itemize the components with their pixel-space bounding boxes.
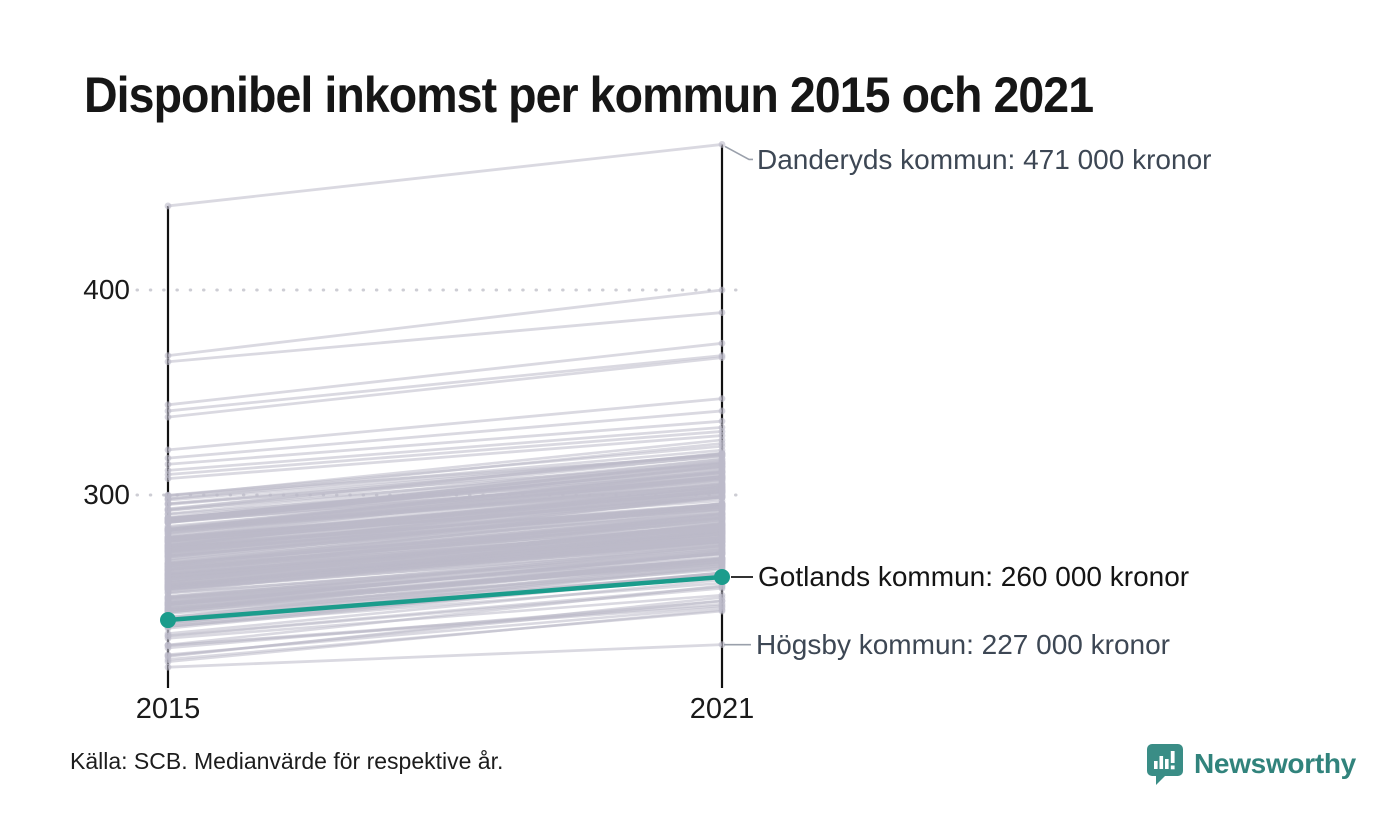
y-axis-tick-400: 400: [83, 274, 130, 305]
annotation-gotland-highlight: Gotlands kommun: 260 000 kronor: [758, 561, 1190, 592]
newsworthy-logo: Newsworthy: [1146, 742, 1356, 786]
y-axis-tick-300: 300: [83, 479, 130, 510]
annotation-danderyd: Danderyds kommun: 471 000 kronor: [757, 144, 1212, 176]
page-title: Disponibel inkomst per kommun 2015 och 2…: [84, 67, 1094, 123]
brand-name: Newsworthy: [1194, 748, 1356, 779]
source-note: Källa: SCB. Medianvärde för respektive å…: [70, 748, 504, 774]
x-axis-label-2015: 2015: [135, 693, 201, 725]
annotation-hogsby: Högsby kommun: 227 000 kronor: [756, 628, 1170, 660]
newsworthy-bubble-barchart-icon: [1147, 744, 1183, 785]
x-axis-label-2021: 2021: [689, 693, 755, 725]
